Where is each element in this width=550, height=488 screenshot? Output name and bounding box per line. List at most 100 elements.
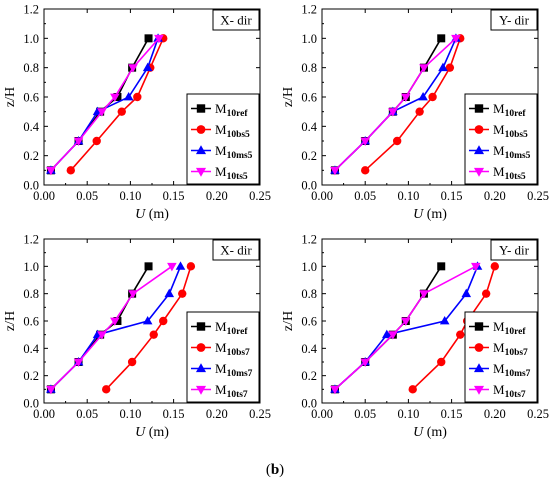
data-point-10ts7 [128, 290, 138, 299]
x-tick-label: 0.15 [163, 189, 185, 203]
data-point-10ts7 [167, 262, 177, 272]
x-tick-label: 0.20 [206, 189, 228, 203]
legend-entry-base: M [493, 382, 505, 397]
data-point-10ref [144, 262, 153, 271]
y-tick-label: 1.2 [23, 3, 39, 17]
legend-entry-subscript: 10bs7 [227, 348, 250, 358]
y-tick-label: 1.2 [301, 3, 317, 17]
legend-entry-subscript: 10ref [505, 327, 527, 337]
x-axis-unit: (m) [423, 207, 447, 222]
direction-box [490, 239, 538, 261]
data-point-10ms5 [142, 62, 153, 72]
data-point-10ms7 [382, 329, 392, 339]
legend-entry-subscript: 10bs5 [505, 130, 528, 140]
data-point-10ts7 [388, 331, 398, 340]
legend-entry-label: M10ts7 [493, 382, 526, 400]
legend-swatch-marker [196, 322, 206, 331]
legend-entry-base: M [493, 340, 505, 355]
x-tick-label: 0.00 [33, 189, 55, 203]
chart-panel-1: 0.00 0.05 0.10 0.15 0.20 0.25 0.0 0.2 0.4 0.6 0.8 1… [3, 3, 271, 223]
y-axis-label: z/H [3, 87, 18, 107]
x-axis-symbol: U [135, 207, 146, 222]
legend-entry-label: M10ms7 [493, 361, 531, 379]
y-tick-label: 1.0 [23, 32, 39, 46]
legend-entry-subscript: 10ref [505, 109, 527, 119]
x-tick-label: 0.05 [354, 407, 376, 421]
series-line-10bs7 [105, 266, 192, 390]
series-line-10ref [334, 265, 442, 390]
legend-entry-label: M10ref [215, 101, 248, 119]
legend-entry-label: M10ts5 [215, 164, 248, 182]
chart-panel-4: 0.00 0.05 0.10 0.15 0.20 0.25 0.0 0.2 0.4 0.6 0.8 1… [281, 233, 549, 441]
legend-swatch-marker [474, 322, 484, 331]
x-axis-unit: (m) [145, 207, 169, 222]
series-line-10ms5 [334, 37, 457, 171]
legend-entry-label: M10bs7 [215, 340, 250, 358]
data-point-10ref [437, 34, 446, 43]
y-tick-label: 0.4 [23, 342, 39, 356]
y-tick-label: 0.8 [301, 61, 317, 75]
legend-entry-subscript: 10ref [227, 327, 249, 337]
data-point-10ts5 [419, 64, 429, 73]
y-axis-label: z/H [3, 311, 18, 331]
y-tick-label: 0.4 [301, 342, 317, 356]
x-tick-label: 0.25 [249, 189, 271, 203]
x-tick-label: 0.10 [397, 189, 419, 203]
data-point-10ms7 [439, 316, 450, 325]
legend-entry-subscript: 10ms7 [227, 369, 253, 379]
data-point-10bs7 [490, 262, 499, 271]
legend-entry-subscript: 10ms7 [505, 369, 531, 379]
data-point-10ms7 [175, 261, 186, 270]
y-tick-label: 0.4 [301, 120, 317, 134]
legend-entry-base: M [215, 122, 227, 137]
data-point-10bs5 [117, 107, 126, 116]
x-tick-label: 0.00 [33, 407, 55, 421]
y-tick-label: 0.2 [23, 149, 39, 163]
x-tick-label: 0.05 [354, 189, 376, 203]
direction-box [212, 239, 260, 261]
x-tick-label: 0.15 [163, 407, 185, 421]
y-tick-label: 1.2 [301, 233, 317, 247]
x-tick-label: 0.00 [311, 407, 333, 421]
legend-entry-subscript: 10bs5 [227, 130, 250, 140]
data-point-10ts5 [128, 64, 138, 73]
caption-close: ) [279, 462, 285, 478]
data-point-10ts5 [401, 93, 411, 102]
data-point-10ts5 [360, 137, 370, 146]
legend-swatch-marker [474, 343, 484, 352]
data-point-10ts7 [73, 358, 84, 367]
y-tick-label: 0.8 [301, 287, 317, 301]
series-line-10ts7 [334, 265, 477, 390]
direction-label: Y- dir [499, 13, 530, 28]
data-point-10bs5 [415, 107, 424, 116]
data-point-10ts5 [110, 93, 120, 102]
data-point-10ms5 [438, 62, 448, 72]
data-point-10bs7 [149, 330, 158, 339]
y-tick-label: 0.6 [23, 315, 39, 329]
legend-entry-base: M [493, 164, 505, 179]
series-line-10bs5 [70, 37, 164, 171]
legend-entry-label: M10ms7 [215, 361, 253, 379]
legend-swatch-marker [195, 145, 207, 155]
x-axis-label: U (m) [413, 207, 447, 222]
x-tick-label: 0.05 [76, 407, 98, 421]
x-tick-label: 0.10 [119, 189, 141, 203]
series-line-10ts5 [50, 37, 160, 171]
x-tick-label: 0.25 [527, 407, 549, 421]
data-point-10bs5 [92, 136, 101, 146]
legend-entry-subscript: 10ts7 [227, 390, 248, 400]
y-tick-label: 0.8 [23, 61, 39, 75]
legend-entry-base: M [215, 101, 227, 116]
data-point-10bs5 [392, 136, 402, 146]
legend-entry-base: M [493, 143, 505, 158]
legend-swatch-marker [195, 167, 207, 177]
direction-label: X- dir [220, 243, 252, 258]
data-point-10ref [144, 34, 153, 43]
caption-open: ( [265, 462, 271, 478]
x-tick-label: 0.20 [484, 189, 506, 203]
data-point-10bs7 [102, 385, 111, 394]
x-axis-symbol: U [413, 207, 424, 222]
legend-entry-label: M10bs5 [215, 122, 250, 140]
series-line-10ref [50, 265, 150, 390]
